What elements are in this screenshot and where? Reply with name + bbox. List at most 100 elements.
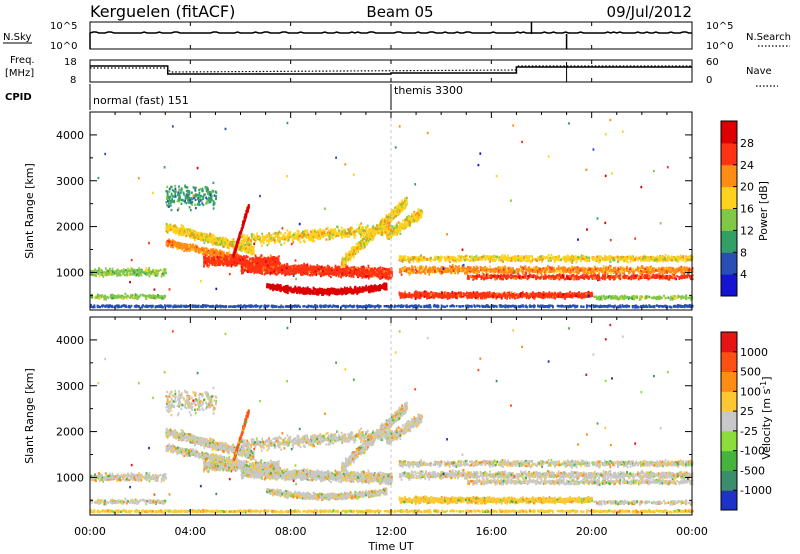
power-point xyxy=(134,296,136,298)
power-point xyxy=(164,296,166,298)
power-point xyxy=(107,272,109,274)
power-point xyxy=(133,296,135,298)
power-point xyxy=(146,267,148,269)
power-point xyxy=(132,273,134,275)
power-point xyxy=(138,296,140,298)
power-point xyxy=(98,294,100,296)
count-tick-top-left: 10^5 xyxy=(50,21,77,32)
power-point xyxy=(91,273,93,275)
power-point xyxy=(105,272,107,274)
radar-figure: Kerguelen (fitACF) Beam 05 09/Jul/2012 N… xyxy=(0,0,800,554)
power-point xyxy=(135,271,137,273)
power-point xyxy=(182,228,184,230)
power-point xyxy=(98,270,100,272)
power-point xyxy=(181,224,183,226)
power-point xyxy=(101,269,103,271)
cpid-label: CPID xyxy=(5,92,32,103)
power-point xyxy=(96,297,98,299)
power-point xyxy=(155,296,157,298)
power-point xyxy=(120,270,122,272)
power-point xyxy=(156,274,158,276)
power-point xyxy=(116,273,118,275)
nave-label: Nave xyxy=(746,66,772,77)
beam-title: Beam 05 xyxy=(366,3,433,21)
power-point xyxy=(202,239,204,241)
power-point xyxy=(122,297,124,299)
power-point xyxy=(229,243,231,245)
power-point xyxy=(130,270,132,272)
site-title: Kerguelen (fitACF) xyxy=(90,2,235,21)
power-point xyxy=(116,296,118,298)
power-point xyxy=(112,268,114,270)
power-point xyxy=(94,274,96,276)
power-point xyxy=(94,268,96,270)
power-point xyxy=(122,273,124,275)
power-point xyxy=(225,239,227,241)
power-point xyxy=(134,274,136,276)
power-point xyxy=(160,269,162,271)
power-point xyxy=(162,273,164,275)
power-point xyxy=(204,242,206,244)
cpid-strip: CPID normal (fast) 151 themis 3300 xyxy=(5,84,463,110)
power-point xyxy=(113,296,115,298)
power-point xyxy=(135,269,137,271)
power-point xyxy=(131,268,133,270)
power-point xyxy=(150,272,152,274)
freq-label-2: [MHz] xyxy=(5,68,34,79)
power-point xyxy=(124,271,126,273)
nave-tick-bottom: 0 xyxy=(706,75,712,86)
power-point xyxy=(152,273,154,275)
power-point xyxy=(99,297,101,299)
power-point xyxy=(98,267,100,269)
power-point xyxy=(124,274,126,276)
power-point xyxy=(154,272,156,274)
power-point xyxy=(112,271,114,273)
power-point xyxy=(104,296,106,298)
power-point xyxy=(221,237,223,239)
power-point xyxy=(145,269,147,271)
freq-trace xyxy=(90,66,692,74)
power-point xyxy=(105,267,107,269)
power-point xyxy=(148,267,150,269)
power-point xyxy=(118,273,120,275)
power-scatter xyxy=(90,112,694,515)
power-point xyxy=(192,229,194,231)
power-point xyxy=(150,295,152,297)
cpid-mode-1: themis 3300 xyxy=(394,84,463,97)
count-tick-top-right: 10^5 xyxy=(706,21,733,32)
freq-label-1: Freq. xyxy=(10,55,35,66)
power-point xyxy=(99,275,101,277)
power-point xyxy=(190,236,192,238)
power-point xyxy=(129,273,131,275)
power-point xyxy=(105,298,107,300)
power-point xyxy=(142,294,144,296)
power-point xyxy=(133,271,135,273)
count-strip: N.Sky N.Search 10^5 10^0 10^5 10^0 xyxy=(3,21,791,52)
power-point xyxy=(181,233,183,235)
power-point xyxy=(165,272,167,274)
power-point xyxy=(111,294,113,296)
power-point xyxy=(107,297,109,299)
power-point xyxy=(152,296,154,298)
power-point xyxy=(148,295,150,297)
power-point xyxy=(91,296,93,298)
power-point xyxy=(149,275,151,277)
power-point xyxy=(204,239,206,241)
power-point xyxy=(157,294,159,296)
power-point xyxy=(161,275,163,277)
power-panel: 1000200030004000 Slant Range [km] 481216… xyxy=(23,112,770,515)
cpid-mode-0: normal (fast) 151 xyxy=(93,94,189,107)
power-point xyxy=(163,268,165,270)
nsky-trace xyxy=(90,32,692,34)
power-point xyxy=(146,274,148,276)
power-point xyxy=(120,295,122,297)
count-strip-frame xyxy=(90,22,692,49)
power-point xyxy=(125,296,127,298)
power-point xyxy=(109,272,111,274)
nsky-label: N.Sky xyxy=(3,32,31,43)
power-point xyxy=(124,293,126,295)
freq-tick-top: 18 xyxy=(64,57,77,68)
power-point xyxy=(181,229,183,231)
power-point xyxy=(126,273,128,275)
nsearch-label: N.Search xyxy=(746,32,791,43)
